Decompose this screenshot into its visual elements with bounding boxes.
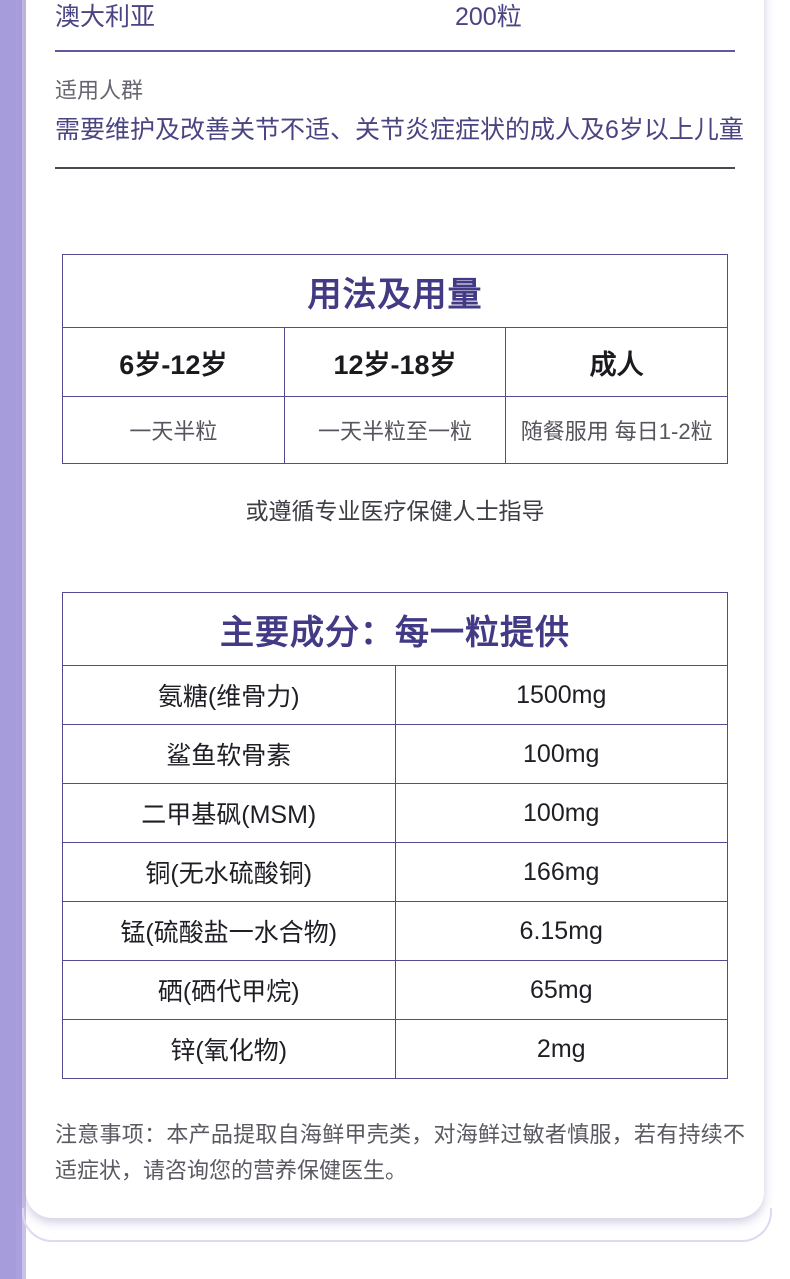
audience-value: 需要维护及改善关节不适、关节炎症症状的成人及6岁以上儿童	[55, 116, 744, 144]
ingredient-amount: 166mg	[394, 842, 728, 902]
content-layer: 澳大利亚 200粒 适用人群 需要维护及改善关节不适、关节炎症症状的成人及6岁以…	[26, 0, 764, 1279]
ingredient-amount: 6.15mg	[394, 901, 728, 961]
table-row: 硒(硒代甲烷) 65mg	[62, 960, 728, 1020]
ingredient-name: 锌(氧化物)	[62, 1019, 396, 1079]
ingredients-table: 主要成分：每一粒提供 氨糖(维骨力) 1500mg 鲨鱼软骨素 100mg 二甲基砜(M…	[62, 592, 728, 1079]
footnote-text: 注意事项：本产品提取自海鲜甲壳类，对海鲜过敏者慎服，若有持续不适症状，请咨询您的…	[55, 1122, 745, 1183]
ingredient-amount: 1500mg	[394, 665, 728, 725]
table-row: 铜(无水硫酸铜) 166mg	[62, 842, 728, 902]
dosage-value-teen: 一天半粒至一粒	[283, 396, 507, 464]
dosage-value-row: 一天半粒 一天半粒至一粒 随餐服用 每日1-2粒	[62, 396, 728, 464]
spec-count-value: 200粒	[455, 3, 522, 31]
dosage-title: 用法及用量	[62, 254, 728, 328]
table-row: 二甲基砜(MSM) 100mg	[62, 783, 728, 843]
ingredient-name: 铜(无水硫酸铜)	[62, 842, 396, 902]
dosage-header-row: 6岁-12岁 12岁-18岁 成人	[62, 327, 728, 397]
ingredients-title-row: 主要成分：每一粒提供	[62, 592, 728, 666]
spec-row: 澳大利亚 200粒	[55, 0, 735, 50]
dosage-title-row: 用法及用量	[62, 254, 728, 328]
divider-purple	[55, 50, 735, 52]
ingredient-name: 二甲基砜(MSM)	[62, 783, 396, 843]
table-row: 锌(氧化物) 2mg	[62, 1019, 728, 1079]
ingredient-amount: 100mg	[394, 724, 728, 784]
divider-gray	[55, 167, 735, 169]
ingredient-amount: 2mg	[394, 1019, 728, 1079]
spec-origin-value: 澳大利亚	[55, 3, 156, 31]
audience-label: 适用人群	[55, 78, 144, 103]
ingredient-name: 锰(硫酸盐一水合物)	[62, 901, 396, 961]
table-row: 锰(硫酸盐一水合物) 6.15mg	[62, 901, 728, 961]
table-row: 氨糖(维骨力) 1500mg	[62, 665, 728, 725]
ingredient-amount: 65mg	[394, 960, 728, 1020]
dosage-header-teen: 12岁-18岁	[283, 327, 507, 397]
dosage-note: 或遵循专业医疗保健人士指导	[245, 498, 545, 524]
ingredient-name: 硒(硒代甲烷)	[62, 960, 396, 1020]
ingredient-name: 氨糖(维骨力)	[62, 665, 396, 725]
dosage-table: 用法及用量 6岁-12岁 12岁-18岁 成人 一天半粒 一天半粒至一粒 随餐服…	[62, 254, 728, 464]
dosage-value-adult: 随餐服用 每日1-2粒	[505, 396, 728, 464]
ingredient-name: 鲨鱼软骨素	[62, 724, 396, 784]
dosage-value-child: 一天半粒	[62, 396, 285, 464]
dosage-header-child: 6岁-12岁	[62, 327, 285, 397]
ingredient-amount: 100mg	[394, 783, 728, 843]
ingredients-title: 主要成分：每一粒提供	[62, 592, 728, 666]
table-row: 鲨鱼软骨素 100mg	[62, 724, 728, 784]
dosage-header-adult: 成人	[505, 327, 728, 397]
